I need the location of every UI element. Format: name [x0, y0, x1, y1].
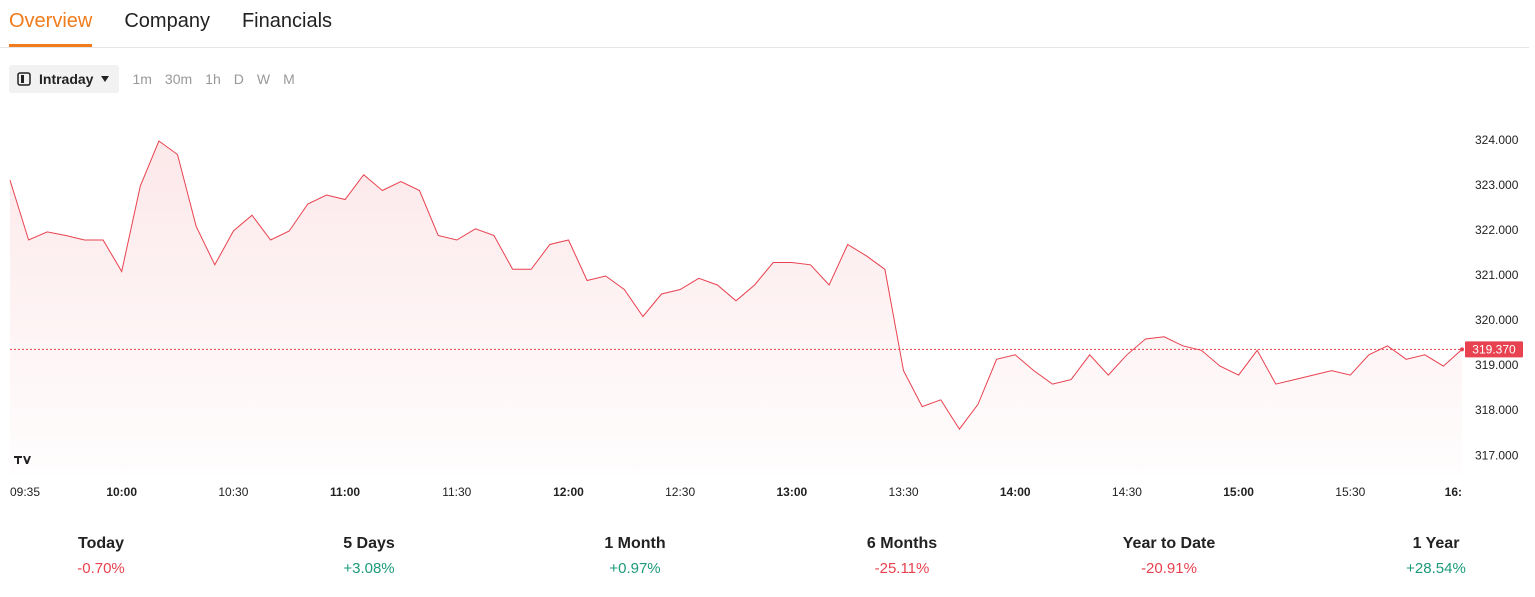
- y-tick-label: 317.000: [1475, 448, 1519, 462]
- interval-button[interactable]: 1m: [132, 71, 152, 87]
- performance-summary: Today -0.70% 5 Days +3.08% 1 Month +0.97% 6 Mo…: [0, 535, 1535, 585]
- x-tick-label: 10:00: [106, 485, 137, 499]
- performance-label: Year to Date: [1122, 535, 1216, 552]
- x-tick-label: 16:: [1445, 485, 1462, 499]
- performance-label: 1 Month: [604, 535, 666, 552]
- tab[interactable]: Overview: [9, 0, 93, 47]
- x-tick-label: 13:00: [776, 485, 807, 499]
- mode-icon: [17, 72, 31, 86]
- chart-mode-label: Intraday: [39, 71, 94, 87]
- performance-item: Year to Date -20.91%: [1089, 535, 1249, 577]
- y-tick-label: 320.000: [1475, 313, 1519, 327]
- performance-label: 1 Year: [1412, 535, 1460, 552]
- x-tick-label: 15:30: [1335, 485, 1365, 499]
- performance-value: +3.08%: [343, 560, 395, 577]
- price-area: [10, 141, 1462, 475]
- x-tick-label: 13:30: [889, 485, 919, 499]
- y-tick-label: 322.000: [1475, 223, 1519, 237]
- interval-button[interactable]: D: [233, 71, 244, 87]
- y-tick-label: 323.000: [1475, 178, 1519, 192]
- performance-value: -25.11%: [874, 560, 930, 577]
- x-tick-label: 12:00: [553, 485, 584, 499]
- price-line: [9, 140, 1463, 430]
- x-tick-label: 14:00: [1000, 485, 1031, 499]
- performance-item: 1 Year +28.54%: [1356, 535, 1516, 577]
- tab[interactable]: Company: [124, 10, 210, 32]
- interval-button[interactable]: 1h: [205, 71, 221, 87]
- y-tick-label: 319.000: [1475, 358, 1519, 372]
- price-chart: 317.000 318.000 319.000 320.000 321.000 322.0…: [9, 133, 1523, 499]
- x-tick-label: 11:30: [442, 485, 471, 499]
- performance-value: -0.70%: [77, 560, 125, 577]
- performance-item: Today -0.70%: [21, 535, 181, 577]
- x-tick-label: 14:30: [1112, 485, 1142, 499]
- x-tick-label: 11:00: [330, 485, 360, 499]
- interval-button[interactable]: M: [283, 71, 295, 87]
- performance-label: 6 Months: [866, 535, 938, 552]
- x-tick-label: 09:35: [10, 485, 40, 499]
- performance-label: 5 Days: [343, 535, 395, 552]
- last-price-label: 319.370: [1472, 343, 1516, 357]
- x-tick-label: 15:00: [1223, 485, 1254, 499]
- x-tick-label: 12:30: [665, 485, 695, 499]
- performance-item: 5 Days +3.08%: [289, 535, 449, 577]
- chart-mode-button[interactable]: Intraday: [9, 65, 120, 93]
- performance-value: -20.91%: [1141, 560, 1197, 577]
- performance-item: 1 Month +0.97%: [555, 535, 715, 577]
- y-tick-label: 324.000: [1475, 133, 1519, 147]
- chart-toolbar: Intraday 1m 30m 1h D W M: [9, 65, 295, 93]
- tab[interactable]: Financials: [241, 10, 333, 32]
- tab-bar: Overview Company Financials: [0, 0, 1529, 48]
- y-tick-label: 321.000: [1475, 268, 1519, 282]
- last-price-tag: [1465, 341, 1523, 358]
- interval-button[interactable]: W: [256, 71, 271, 87]
- interval-button[interactable]: 30m: [164, 71, 193, 87]
- performance-label: Today: [78, 535, 124, 552]
- performance-value: +0.97%: [609, 560, 661, 577]
- x-tick-label: 10:30: [218, 485, 248, 499]
- performance-value: +28.54%: [1406, 560, 1466, 577]
- y-tick-label: 318.000: [1475, 403, 1519, 417]
- performance-item: 6 Months -25.11%: [822, 535, 982, 577]
- dropdown-caret: [101, 76, 110, 82]
- last-price-dot: [1460, 347, 1464, 352]
